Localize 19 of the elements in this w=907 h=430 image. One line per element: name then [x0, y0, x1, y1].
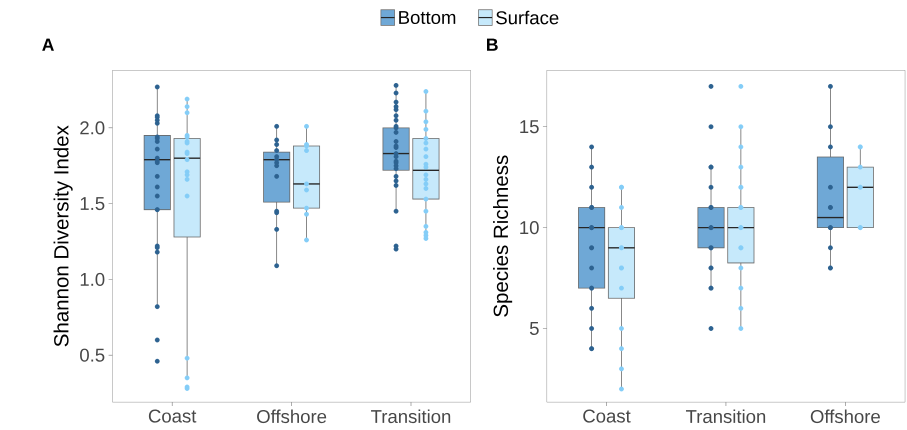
chart-title: B: [487, 38, 498, 51]
y-tick-label: 2.0: [80, 121, 104, 134]
y-tick-label: 1.5: [80, 196, 104, 210]
y-tick-label: 10: [520, 220, 539, 234]
x-tick-label: Coast: [148, 409, 196, 422]
x-tick-label: Coast: [583, 409, 631, 422]
y-axis-title: Species Richness: [493, 155, 512, 317]
legend-label: Bottom: [399, 10, 456, 24]
y-tick-label: 1.0: [80, 272, 104, 286]
x-tick-label: Offshore: [257, 409, 326, 423]
legend-label: Surface: [496, 10, 558, 24]
y-axis-title: Shannon Diversity Index: [54, 125, 73, 346]
x-tick-label: Transition: [371, 409, 450, 423]
x-tick-label: Transition: [686, 409, 766, 423]
y-tick-label: 0.5: [80, 348, 104, 362]
x-tick-label: Offshore: [810, 409, 880, 423]
y-tick-label: 5: [530, 322, 539, 335]
chart-title: A: [42, 38, 54, 51]
y-tick-label: 15: [520, 120, 539, 134]
